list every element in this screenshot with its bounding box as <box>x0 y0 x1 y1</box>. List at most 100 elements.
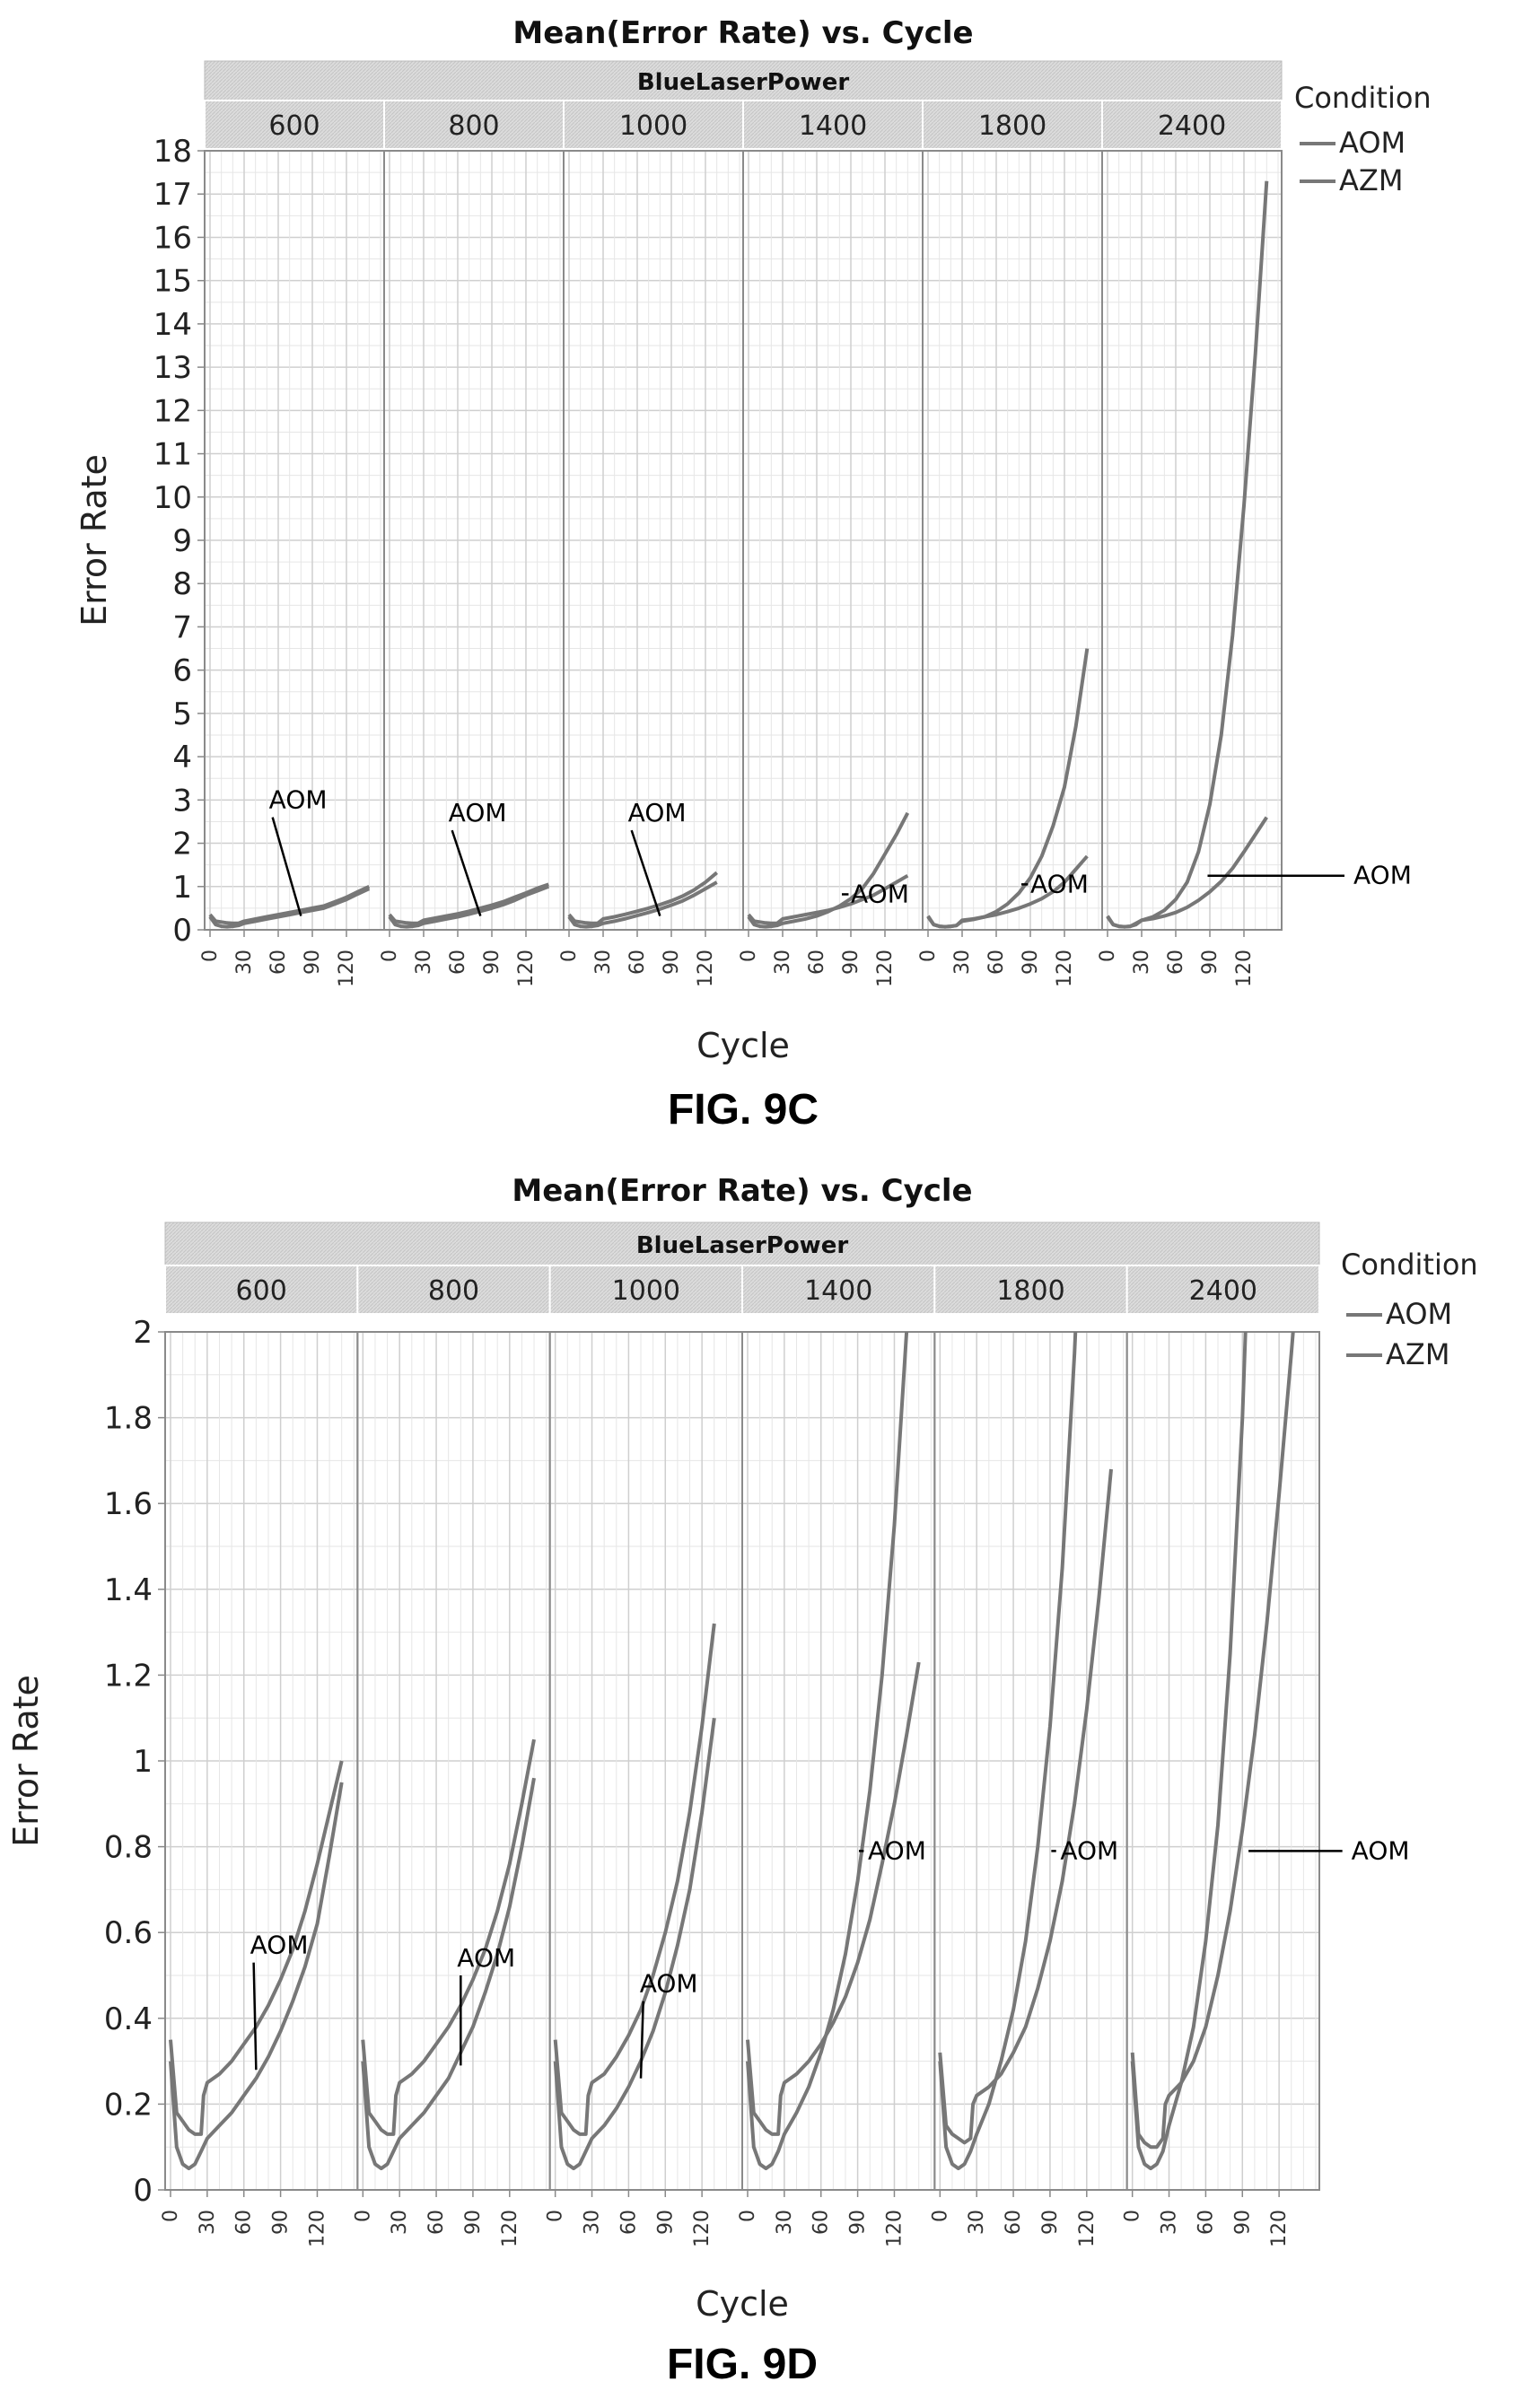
chart-title: Mean(Error Rate) vs. Cycle <box>512 1173 972 1209</box>
facet-variable-label: BlueLaserPower <box>636 1232 848 1259</box>
y-tick-label: 8 <box>172 566 192 602</box>
y-tick-label: 0.8 <box>104 1830 153 1866</box>
x-tick-label: 120 <box>499 2210 521 2247</box>
y-tick-label: 0.4 <box>104 2001 153 2037</box>
y-tick-label: 1.2 <box>104 1658 153 1694</box>
panel-2400: 0 30 60 90 120 AOM <box>1097 150 1412 987</box>
y-tick-label: 10 <box>153 480 192 516</box>
y-tick-label: 0.6 <box>104 1915 153 1951</box>
annotation-label-aom: AOM <box>868 1835 926 1865</box>
series-line-aom-600 <box>169 1760 344 2136</box>
y-tick-label: 14 <box>153 307 192 343</box>
x-tick-label: 120 <box>691 2210 714 2247</box>
y-axis-label: Error Rate <box>6 1675 46 1847</box>
x-tick-label: 30 <box>774 2210 796 2235</box>
series-line-aom-1400 <box>747 873 909 925</box>
series-line-azm-1400 <box>746 1332 909 2171</box>
figure-caption: FIG. 9C <box>668 1086 819 1134</box>
y-tick-label: 0 <box>133 2173 153 2209</box>
series-line-azm-1400 <box>747 811 910 929</box>
panel-1800: 0 30 60 90 120 AOM <box>929 1331 1128 2247</box>
annotation-label-aom: AOM <box>628 798 687 827</box>
x-tick-label: 0 <box>929 2210 951 2222</box>
y-tick-label: 16 <box>153 220 192 256</box>
y-tick-label: 11 <box>153 437 192 473</box>
panel-1400: 0 30 60 90 120 AOM <box>737 1331 936 2247</box>
panel-600: 0 30 60 90 120 AOM <box>199 150 385 987</box>
chart-1: Mean(Error Rate) vs. Cycle BlueLaserPower… <box>74 15 1432 1134</box>
x-tick-label: 0 <box>199 950 222 962</box>
panel-frame <box>1125 1331 1320 2191</box>
x-tick-label: 30 <box>966 2210 988 2235</box>
x-tick-label: 30 <box>772 950 794 975</box>
y-tick-label: 5 <box>172 696 192 732</box>
x-tick-label: 60 <box>617 2210 640 2235</box>
x-tick-label: 120 <box>515 950 538 987</box>
facet-header-2400 <box>1125 1265 1320 1315</box>
series-line-azm-800 <box>361 1777 536 2171</box>
y-tick-label: 4 <box>172 740 192 775</box>
facet-label-1800: 1800 <box>978 110 1046 142</box>
y-axis-label: Error Rate <box>74 454 114 626</box>
facet-header-600 <box>204 100 385 150</box>
y-tick-label: 12 <box>153 393 192 429</box>
facet-header-band <box>204 60 1283 101</box>
series-line-aom-1400 <box>746 1661 921 2136</box>
panel-frame <box>1101 150 1283 931</box>
y-tick-label: 18 <box>153 134 192 170</box>
series-line-azm-800 <box>388 884 550 929</box>
x-tick-label: 60 <box>1165 950 1187 975</box>
x-tick-label: 90 <box>1199 950 1222 975</box>
facet-header-1400 <box>741 1265 936 1315</box>
facet-label-800: 800 <box>428 1275 479 1307</box>
x-tick-label: 60 <box>447 950 469 975</box>
panel-1800: 0 30 60 90 120 AOM <box>917 150 1103 987</box>
series-line-azm-2400 <box>1106 180 1269 929</box>
x-tick-label: 30 <box>389 2210 411 2235</box>
series-line-aom-800 <box>388 882 549 925</box>
x-tick-label: 30 <box>582 2210 604 2235</box>
x-tick-label: 60 <box>1195 2210 1217 2235</box>
y-tick-label: 1.4 <box>104 1572 153 1608</box>
y-tick-label: 7 <box>172 609 192 645</box>
facet-header-1400 <box>742 100 924 150</box>
annotation-label-aom: AOM <box>1030 869 1089 898</box>
panel-1000: 0 30 60 90 120 AOM <box>558 150 744 987</box>
annotation-leader-line <box>451 829 482 916</box>
x-tick-label: 120 <box>336 950 358 987</box>
x-tick-label: 90 <box>1039 2210 1062 2235</box>
x-tick-label: 120 <box>1054 950 1076 987</box>
panel-800: 0 30 60 90 120 AOM <box>352 1331 551 2247</box>
x-axis-label: Cycle <box>696 1026 790 1065</box>
x-tick-label: 90 <box>1231 2210 1254 2235</box>
x-tick-label: 0 <box>160 2210 182 2222</box>
facet-header-800 <box>383 100 565 150</box>
annotation-leader-line <box>271 817 302 916</box>
facet-header-2400 <box>1101 100 1283 150</box>
x-tick-label: 90 <box>661 950 683 975</box>
x-tick-label: 60 <box>425 2210 448 2235</box>
x-tick-label: 90 <box>462 2210 485 2235</box>
y-tick-label: 1 <box>133 1744 153 1780</box>
x-tick-label: 30 <box>413 950 435 975</box>
x-tick-label: 0 <box>545 2210 567 2222</box>
x-tick-label: 120 <box>1233 950 1256 987</box>
series-line-azm-600 <box>169 1782 344 2171</box>
y-tick-label: 2 <box>172 827 192 863</box>
series-line-azm-1000 <box>553 1717 716 2171</box>
facet-label-1000: 1000 <box>612 1275 680 1307</box>
x-tick-label: 60 <box>233 2210 256 2235</box>
x-tick-label: 60 <box>810 2210 833 2235</box>
x-tick-label: 90 <box>481 950 504 975</box>
x-tick-label: 30 <box>1159 2210 1181 2235</box>
facet-header-800 <box>356 1265 551 1315</box>
series-line-azm-2400 <box>1130 1332 1248 2171</box>
panel-600: 0 30 60 90 120 AOM <box>160 1331 359 2247</box>
facet-variable-label: BlueLaserPower <box>637 69 849 96</box>
x-tick-label: 60 <box>985 950 1008 975</box>
chart-title: Mean(Error Rate) vs. Cycle <box>512 15 973 51</box>
x-tick-label: 0 <box>1122 2210 1144 2222</box>
